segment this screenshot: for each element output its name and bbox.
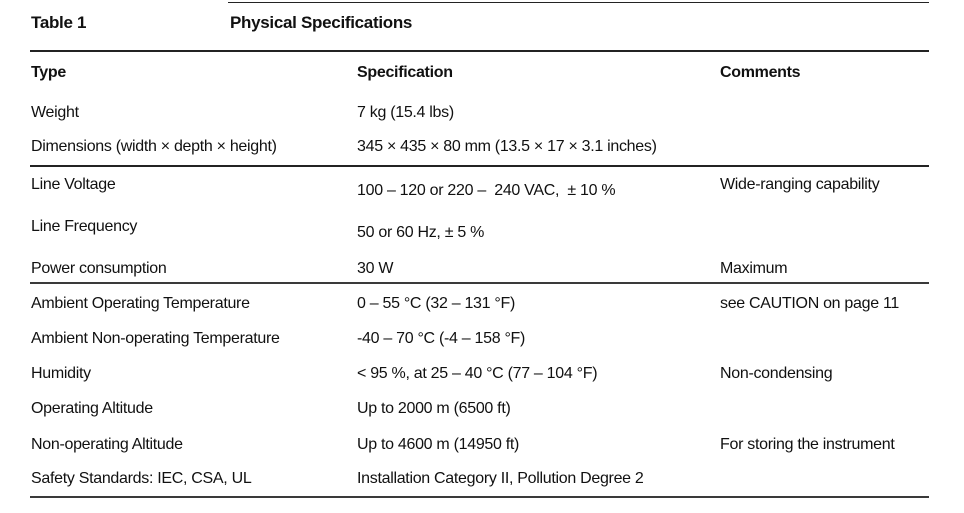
column-header-type: Type [31,64,66,81]
table-label: Table 1 [31,13,87,32]
row-type: Dimensions (width × depth × height) [31,138,277,155]
rule-below-title [30,50,929,52]
rule-section-divider [30,165,929,167]
rule-section-divider [30,282,929,284]
row-type: Operating Altitude [31,400,153,417]
row-type: Ambient Operating Temperature [31,295,250,312]
row-spec: Installation Category II, Pollution Degr… [357,470,644,487]
rule-table-bottom [30,496,929,498]
table-row: Weight 7 kg (15.4 lbs) [0,103,964,125]
row-spec: 100 – 120 or 220 – 240 VAC, ± 10 % [357,182,616,199]
row-type: Non-operating Altitude [31,436,183,453]
row-spec: < 95 %, at 25 – 40 °C (77 – 104 °F) [357,365,598,382]
row-type: Humidity [31,365,91,382]
row-type: Ambient Non-operating Temperature [31,330,280,347]
row-spec: 50 or 60 Hz, ± 5 % [357,224,484,241]
table-row: Ambient Non-operating Temperature -40 – … [0,329,964,351]
row-type: Line Voltage [31,176,116,193]
row-comment: see CAUTION on page 11 [720,295,899,312]
table-row: Operating Altitude Up to 2000 m (6500 ft… [0,399,964,421]
row-type: Line Frequency [31,218,138,235]
table-row: Non-operating Altitude Up to 4600 m (149… [0,435,964,457]
row-type: Weight [31,104,79,121]
row-spec: 7 kg (15.4 lbs) [357,104,454,121]
row-comment: For storing the instrument [720,436,895,453]
row-spec: 0 – 55 °C (32 – 131 °F) [357,295,515,312]
table-row: Dimensions (width × depth × height) 345 … [0,137,964,159]
row-type: Safety Standards: IEC, CSA, UL [31,470,252,487]
row-type: Power consumption [31,260,167,277]
row-spec: Up to 4600 m (14950 ft) [357,436,520,453]
row-spec: 345 × 435 × 80 mm (13.5 × 17 × 3.1 inche… [357,138,657,155]
column-header-comments: Comments [720,64,801,81]
column-header-specification: Specification [357,64,453,81]
row-spec: 30 W [357,260,394,277]
table-title: Physical Specifications [230,13,413,32]
table-row: Ambient Operating Temperature 0 – 55 °C … [0,294,964,316]
table-row: Power consumption 30 W Maximum [0,259,964,281]
row-comment: Maximum [720,260,788,277]
row-comment: Wide-ranging capability [720,176,880,193]
row-comment: Non-condensing [720,365,833,382]
row-spec: Up to 2000 m (6500 ft) [357,400,511,417]
table-row: Humidity < 95 %, at 25 – 40 °C (77 – 104… [0,364,964,386]
row-spec: -40 – 70 °C (-4 – 158 °F) [357,330,526,347]
rule-above-title [228,2,929,3]
table-row: Line Frequency 50 or 60 Hz, ± 5 % [0,217,964,241]
table-row: Line Voltage 100 – 120 or 220 – 240 VAC,… [0,175,964,199]
table-row: Safety Standards: IEC, CSA, UL Installat… [0,469,964,491]
